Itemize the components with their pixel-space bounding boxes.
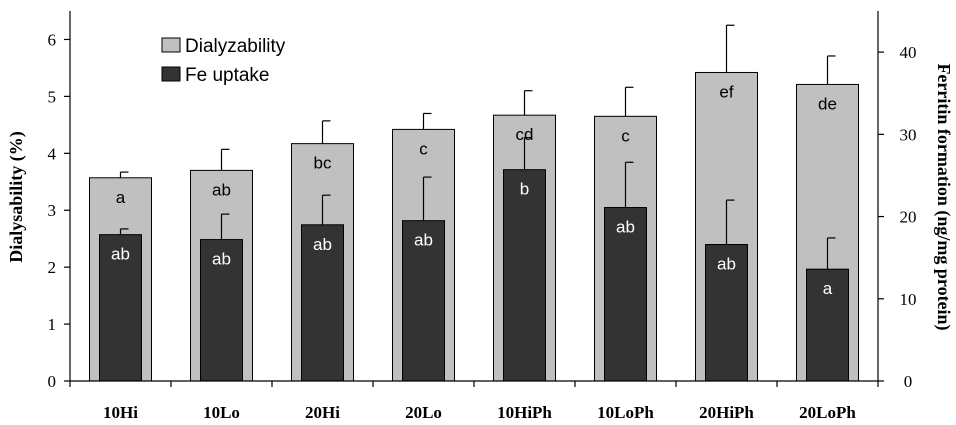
- bar-fe-uptake: [806, 268, 849, 382]
- significance-label-dialyzability: a: [116, 188, 126, 207]
- significance-label-fe-uptake: ab: [717, 255, 736, 274]
- y-tick-label-left: 6: [48, 30, 57, 49]
- significance-label-dialyzability: c: [621, 126, 630, 145]
- axes: 10Hi 10Lo 20Hi 20Lo 10HiPh 10LoPh 20HiPh 20LoPh…: [48, 11, 917, 422]
- y-tick-label-left: 1: [48, 315, 57, 334]
- significance-label-fe-uptake: ab: [616, 218, 635, 237]
- significance-label-fe-uptake: ab: [212, 250, 231, 269]
- significance-label-dialyzability: ab: [212, 180, 231, 199]
- fe-uptake-bars: [99, 137, 849, 382]
- y-tick-label-left: 4: [48, 144, 57, 163]
- y-tick-label-right: 20: [900, 208, 917, 227]
- x-tick-label: 20HiPh: [699, 403, 754, 422]
- y-axis-title-right: Ferritin formation (ng/mg protein): [933, 63, 954, 330]
- y-tick-label-right: 30: [900, 125, 917, 144]
- x-tick-label: 10Hi: [103, 403, 138, 422]
- x-tick-label: 20Lo: [405, 403, 442, 422]
- legend-label-dialyzability: Dialyzability: [185, 36, 286, 57]
- legend: Dialyzability Fe uptake: [161, 36, 286, 86]
- significance-label-dialyzability: cd: [516, 125, 534, 144]
- x-tick-label: 20LoPh: [799, 403, 856, 422]
- significance-label-dialyzability: c: [419, 139, 428, 158]
- legend-swatch-fe-uptake: [161, 66, 181, 82]
- y-tick-label-right: 10: [900, 290, 917, 309]
- bar-fe-uptake: [402, 220, 445, 382]
- legend-swatch-dialyzability: [161, 37, 181, 53]
- significance-label-fe-uptake: ab: [414, 231, 433, 250]
- bar-fe-uptake: [200, 239, 243, 382]
- y-tick-label-left: 0: [48, 372, 57, 391]
- legend-label-fe-uptake: Fe uptake: [185, 65, 270, 86]
- significance-label-dialyzability: de: [818, 94, 837, 113]
- y-tick-label-right: 40: [900, 43, 917, 62]
- y-tick-label-left: 2: [48, 258, 57, 277]
- y-tick-label-right: 0: [904, 372, 913, 391]
- bar-fe-uptake: [99, 234, 142, 382]
- bar-fe-uptake: [604, 207, 647, 382]
- y-tick-label-left: 5: [48, 87, 57, 106]
- bar-fe-uptake: [503, 169, 546, 382]
- significance-label-fe-uptake: ab: [111, 245, 130, 264]
- bar-fe-uptake: [301, 224, 344, 382]
- significance-label-fe-uptake: b: [520, 180, 529, 199]
- significance-label-dialyzability: ef: [719, 82, 733, 101]
- bar-fe-uptake: [705, 244, 748, 382]
- x-tick-label: 10HiPh: [497, 403, 552, 422]
- significance-label-fe-uptake: a: [823, 279, 833, 298]
- y-axis-title-left: Dialysability (%): [6, 131, 27, 263]
- x-tick-label: 20Hi: [305, 403, 340, 422]
- significance-label-fe-uptake: ab: [313, 235, 332, 254]
- y-tick-label-left: 3: [48, 201, 57, 220]
- significance-label-dialyzability: bc: [314, 154, 332, 173]
- x-tick-label: 10LoPh: [597, 403, 654, 422]
- x-tick-label: 10Lo: [203, 403, 240, 422]
